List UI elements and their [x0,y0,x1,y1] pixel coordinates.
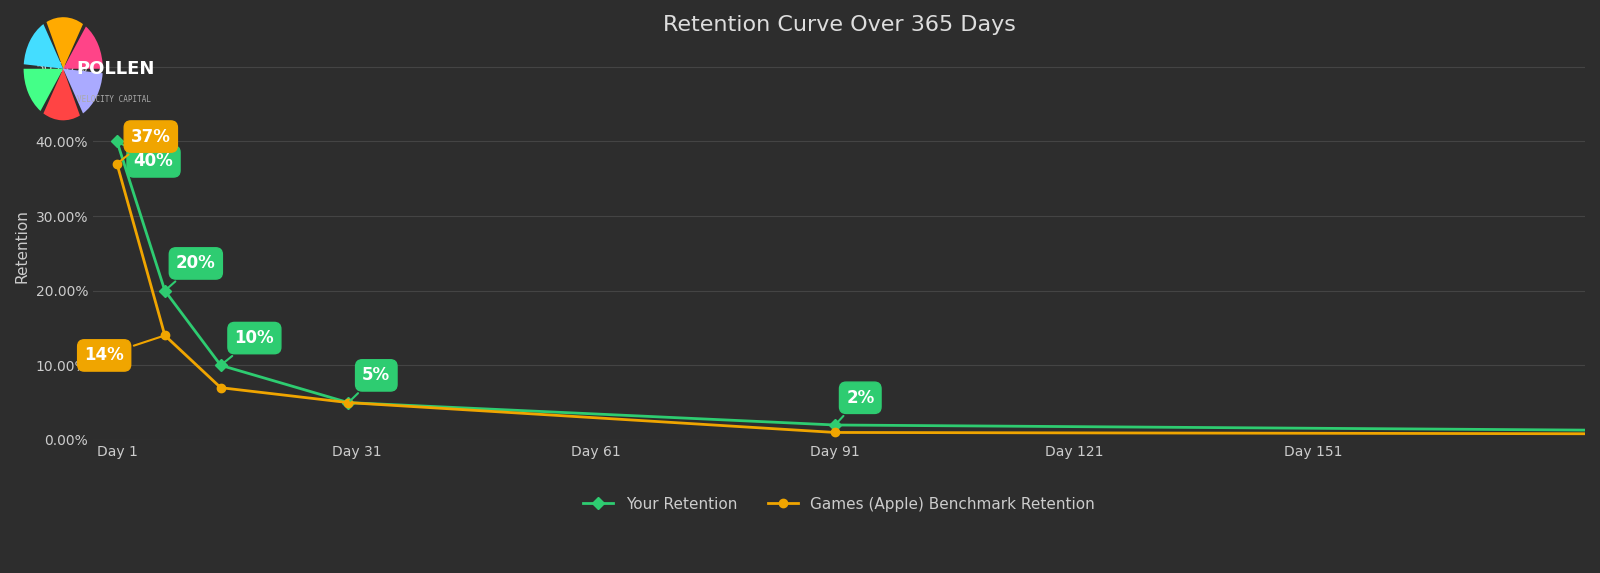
Wedge shape [64,26,102,69]
Text: 40%: 40% [120,143,173,170]
Your Retention [211,362,230,369]
Text: 14%: 14% [85,336,162,364]
Legend: Your Retention, Games (Apple) Benchmark Retention: Your Retention, Games (Apple) Benchmark … [576,490,1101,517]
Games (Apple) Benchmark Retention [107,160,126,167]
Line: Games (Apple) Benchmark Retention: Games (Apple) Benchmark Retention [114,160,1600,441]
Text: 5%: 5% [350,366,390,401]
Text: 10%: 10% [222,329,274,363]
Games (Apple) Benchmark Retention [339,399,358,406]
Wedge shape [64,69,102,113]
Text: POLLEN: POLLEN [77,60,155,78]
Line: Your Retention: Your Retention [114,137,1600,444]
Games (Apple) Benchmark Retention [211,384,230,391]
Text: 37%: 37% [118,128,171,162]
Your Retention [107,138,126,145]
Text: 20%: 20% [166,254,216,289]
Wedge shape [24,69,64,111]
Text: 2%: 2% [837,388,874,423]
Wedge shape [43,69,80,120]
Wedge shape [46,17,83,69]
Your Retention [826,422,845,429]
Games (Apple) Benchmark Retention [826,429,845,436]
Wedge shape [24,24,64,69]
Title: Retention Curve Over 365 Days: Retention Curve Over 365 Days [662,15,1016,35]
Your Retention [155,287,174,294]
Games (Apple) Benchmark Retention [155,332,174,339]
Y-axis label: Retention: Retention [14,209,30,283]
Text: VELOCITY CAPITAL: VELOCITY CAPITAL [77,95,150,104]
Your Retention [339,399,358,406]
